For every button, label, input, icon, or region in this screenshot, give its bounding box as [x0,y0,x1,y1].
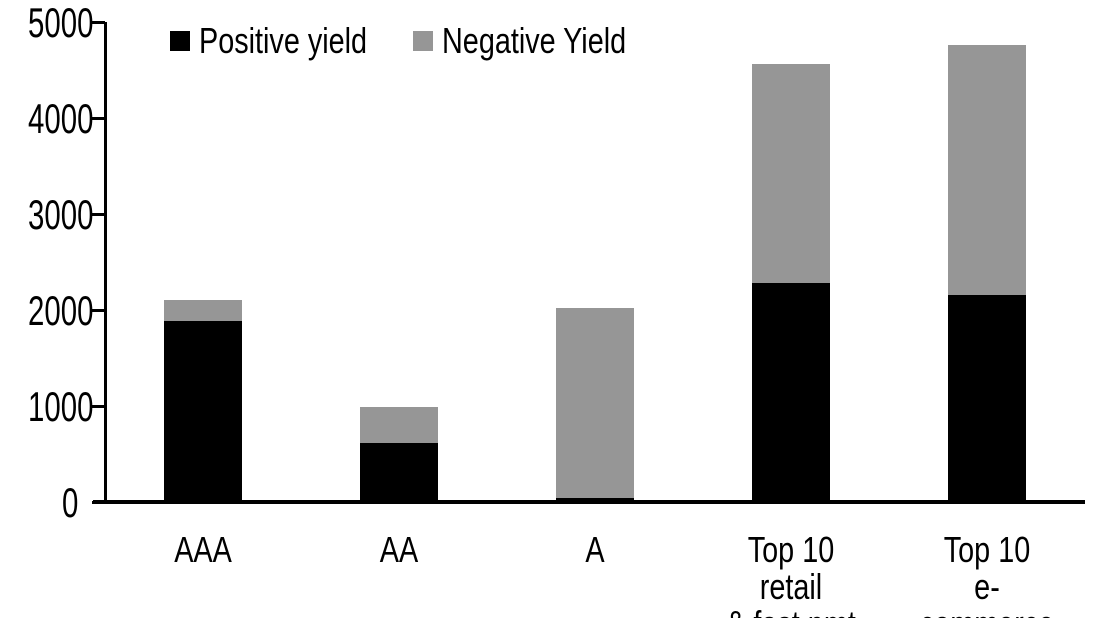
y-axis-tick [92,117,105,120]
x-axis-category-label: Top 10 e-commerce [889,531,1085,618]
positive-yield-swatch-icon [170,31,190,51]
y-axis-tick [92,213,105,216]
bar-segment-positive [556,498,634,503]
y-axis-tick [92,21,105,24]
y-axis-tick-label: 4000 [0,97,93,141]
legend-item-positive-yield: Positive yield [170,20,409,61]
x-axis-category-label-text: AAA [174,529,232,570]
legend-item-negative-yield: Negative Yield [413,20,672,61]
y-axis-line [104,22,107,503]
x-axis-category-label: AAA [105,531,301,568]
bar-segment-positive [948,295,1026,503]
legend-label-positive-yield: Positive yield [199,20,368,61]
y-axis-tick-label-text: 2000 [28,287,94,334]
y-axis-tick-label: 3000 [0,193,93,237]
x-axis-category-label: Top 10 retail & fast pmt [693,531,889,618]
y-axis-tick-label-text: 5000 [28,0,94,46]
legend-label-negative-yield: Negative Yield [442,20,627,61]
x-axis-category-label-text: Top 10 e-commerce [920,529,1054,618]
y-axis-tick [92,501,105,504]
y-axis-tick-label-text: 0 [61,479,78,526]
negative-yield-swatch-icon [413,31,433,51]
x-axis-category-label-text: A [585,529,605,570]
bar-segment-negative [360,407,438,443]
y-axis-tick-label: 1000 [0,385,93,429]
bar-segment-negative [556,308,634,498]
y-axis-tick [92,405,105,408]
y-axis-tick [92,309,105,312]
y-axis-tick-label: 0 [0,481,78,525]
bar-segment-positive [360,443,438,503]
y-axis-tick-label-text: 1000 [28,383,94,430]
y-axis-tick-label-text: 3000 [28,191,94,238]
x-axis-category-label-text: Top 10 retail & fast pmt [726,529,856,618]
x-axis-category-label: AA [301,531,497,568]
y-axis-tick-label: 5000 [0,1,93,45]
y-axis-tick-label: 2000 [0,289,93,333]
bar-segment-negative [752,64,830,283]
bar-segment-negative [948,45,1026,295]
y-axis-tick-label-text: 4000 [28,95,94,142]
bar-segment-positive [752,283,830,503]
x-axis-category-label: A [497,531,693,568]
x-axis-category-label-text: AA [379,529,419,570]
bar-segment-positive [164,321,242,503]
bar-segment-negative [164,300,242,321]
